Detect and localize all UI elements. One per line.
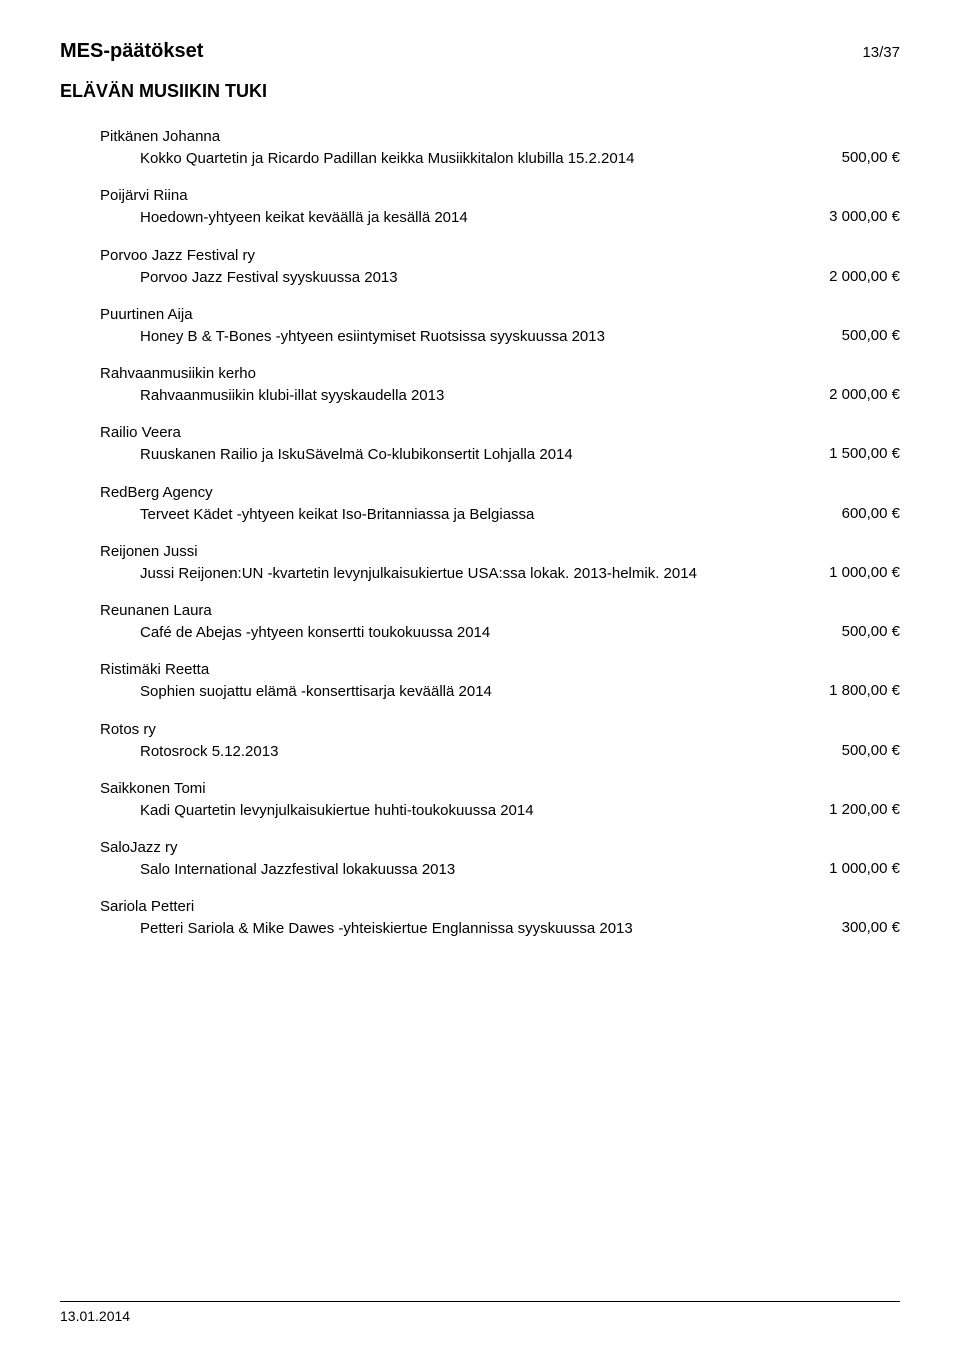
entry-amount: 500,00 € <box>842 623 900 640</box>
applicant-name: Rahvaanmusiikin kerho <box>100 365 900 382</box>
applicant-name: Pitkänen Johanna <box>100 128 900 145</box>
entry-row: Café de Abejas -yhtyeen konsertti toukok… <box>100 623 900 643</box>
entry-description: Salo International Jazzfestival lokakuus… <box>140 860 829 880</box>
applicant-name: RedBerg Agency <box>100 484 900 501</box>
entry-amount: 500,00 € <box>842 149 900 166</box>
entry-description: Kadi Quartetin levynjulkaisukiertue huht… <box>140 801 829 821</box>
entry-row: Porvoo Jazz Festival syyskuussa 2013 2 0… <box>100 268 900 288</box>
applicant-name: Railio Veera <box>100 424 900 441</box>
entry-amount: 2 000,00 € <box>829 268 900 285</box>
entry-description: Rotosrock 5.12.2013 <box>140 742 842 762</box>
page-number: 13/37 <box>862 44 900 61</box>
entry-description: Rahvaanmusiikin klubi-illat syyskaudella… <box>140 386 829 406</box>
entry-row: Sophien suojattu elämä -konserttisarja k… <box>100 682 900 702</box>
entry-amount: 1 500,00 € <box>829 445 900 462</box>
grant-entry: Saikkonen Tomi Kadi Quartetin levynjulka… <box>100 780 900 821</box>
entry-description: Honey B & T-Bones -yhtyeen esiintymiset … <box>140 327 842 347</box>
applicant-name: SaloJazz ry <box>100 839 900 856</box>
section-title: ELÄVÄN MUSIIKIN TUKI <box>60 81 900 102</box>
entry-amount: 1 800,00 € <box>829 682 900 699</box>
applicant-name: Reijonen Jussi <box>100 543 900 560</box>
grant-entry: Porvoo Jazz Festival ry Porvoo Jazz Fest… <box>100 247 900 288</box>
entry-row: Hoedown-yhtyeen keikat keväällä ja kesäl… <box>100 208 900 228</box>
entry-description: Café de Abejas -yhtyeen konsertti toukok… <box>140 623 842 643</box>
grant-entry: Pitkänen Johanna Kokko Quartetin ja Rica… <box>100 128 900 169</box>
entry-row: Salo International Jazzfestival lokakuus… <box>100 860 900 880</box>
entry-description: Jussi Reijonen:UN -kvartetin levynjulkai… <box>140 564 829 584</box>
entry-amount: 600,00 € <box>842 505 900 522</box>
entry-row: Rotosrock 5.12.2013 500,00 € <box>100 742 900 762</box>
entry-description: Ruuskanen Railio ja IskuSävelmä Co-klubi… <box>140 445 829 465</box>
entry-amount: 2 000,00 € <box>829 386 900 403</box>
entry-amount: 300,00 € <box>842 919 900 936</box>
entries-list: Pitkänen Johanna Kokko Quartetin ja Rica… <box>60 128 900 940</box>
applicant-name: Reunanen Laura <box>100 602 900 619</box>
entry-description: Hoedown-yhtyeen keikat keväällä ja kesäl… <box>140 208 829 228</box>
entry-description: Petteri Sariola & Mike Dawes -yhteiskier… <box>140 919 842 939</box>
applicant-name: Puurtinen Aija <box>100 306 900 323</box>
grant-entry: Reijonen Jussi Jussi Reijonen:UN -kvarte… <box>100 543 900 584</box>
entry-description: Kokko Quartetin ja Ricardo Padillan keik… <box>140 149 842 169</box>
entry-amount: 500,00 € <box>842 327 900 344</box>
entry-amount: 500,00 € <box>842 742 900 759</box>
applicant-name: Poijärvi Riina <box>100 187 900 204</box>
grant-entry: Railio Veera Ruuskanen Railio ja IskuSäv… <box>100 424 900 465</box>
entry-description: Terveet Kädet -yhtyeen keikat Iso-Britan… <box>140 505 842 525</box>
entry-amount: 1 200,00 € <box>829 801 900 818</box>
grant-entry: Poijärvi Riina Hoedown-yhtyeen keikat ke… <box>100 187 900 228</box>
footer: 13.01.2014 <box>60 1301 900 1324</box>
applicant-name: Porvoo Jazz Festival ry <box>100 247 900 264</box>
entry-row: Ruuskanen Railio ja IskuSävelmä Co-klubi… <box>100 445 900 465</box>
entry-row: Kokko Quartetin ja Ricardo Padillan keik… <box>100 149 900 169</box>
grant-entry: Rotos ry Rotosrock 5.12.2013 500,00 € <box>100 721 900 762</box>
entry-row: Terveet Kädet -yhtyeen keikat Iso-Britan… <box>100 505 900 525</box>
entry-row: Jussi Reijonen:UN -kvartetin levynjulkai… <box>100 564 900 584</box>
grant-entry: Rahvaanmusiikin kerho Rahvaanmusiikin kl… <box>100 365 900 406</box>
entry-amount: 3 000,00 € <box>829 208 900 225</box>
grant-entry: Ristimäki Reetta Sophien suojattu elämä … <box>100 661 900 702</box>
grant-entry: SaloJazz ry Salo International Jazzfesti… <box>100 839 900 880</box>
footer-date: 13.01.2014 <box>60 1308 130 1324</box>
grant-entry: Puurtinen Aija Honey B & T-Bones -yhtyee… <box>100 306 900 347</box>
entry-row: Rahvaanmusiikin klubi-illat syyskaudella… <box>100 386 900 406</box>
applicant-name: Sariola Petteri <box>100 898 900 915</box>
grant-entry: Sariola Petteri Petteri Sariola & Mike D… <box>100 898 900 939</box>
grant-entry: RedBerg Agency Terveet Kädet -yhtyeen ke… <box>100 484 900 525</box>
entry-amount: 1 000,00 € <box>829 564 900 581</box>
applicant-name: Saikkonen Tomi <box>100 780 900 797</box>
entry-row: Petteri Sariola & Mike Dawes -yhteiskier… <box>100 919 900 939</box>
header: MES-päätökset 13/37 <box>60 40 900 63</box>
applicant-name: Rotos ry <box>100 721 900 738</box>
entry-description: Sophien suojattu elämä -konserttisarja k… <box>140 682 829 702</box>
applicant-name: Ristimäki Reetta <box>100 661 900 678</box>
entry-description: Porvoo Jazz Festival syyskuussa 2013 <box>140 268 829 288</box>
entry-row: Honey B & T-Bones -yhtyeen esiintymiset … <box>100 327 900 347</box>
entry-row: Kadi Quartetin levynjulkaisukiertue huht… <box>100 801 900 821</box>
page-container: MES-päätökset 13/37 ELÄVÄN MUSIIKIN TUKI… <box>0 0 960 1352</box>
document-title: MES-päätökset <box>60 40 203 63</box>
grant-entry: Reunanen Laura Café de Abejas -yhtyeen k… <box>100 602 900 643</box>
entry-amount: 1 000,00 € <box>829 860 900 877</box>
